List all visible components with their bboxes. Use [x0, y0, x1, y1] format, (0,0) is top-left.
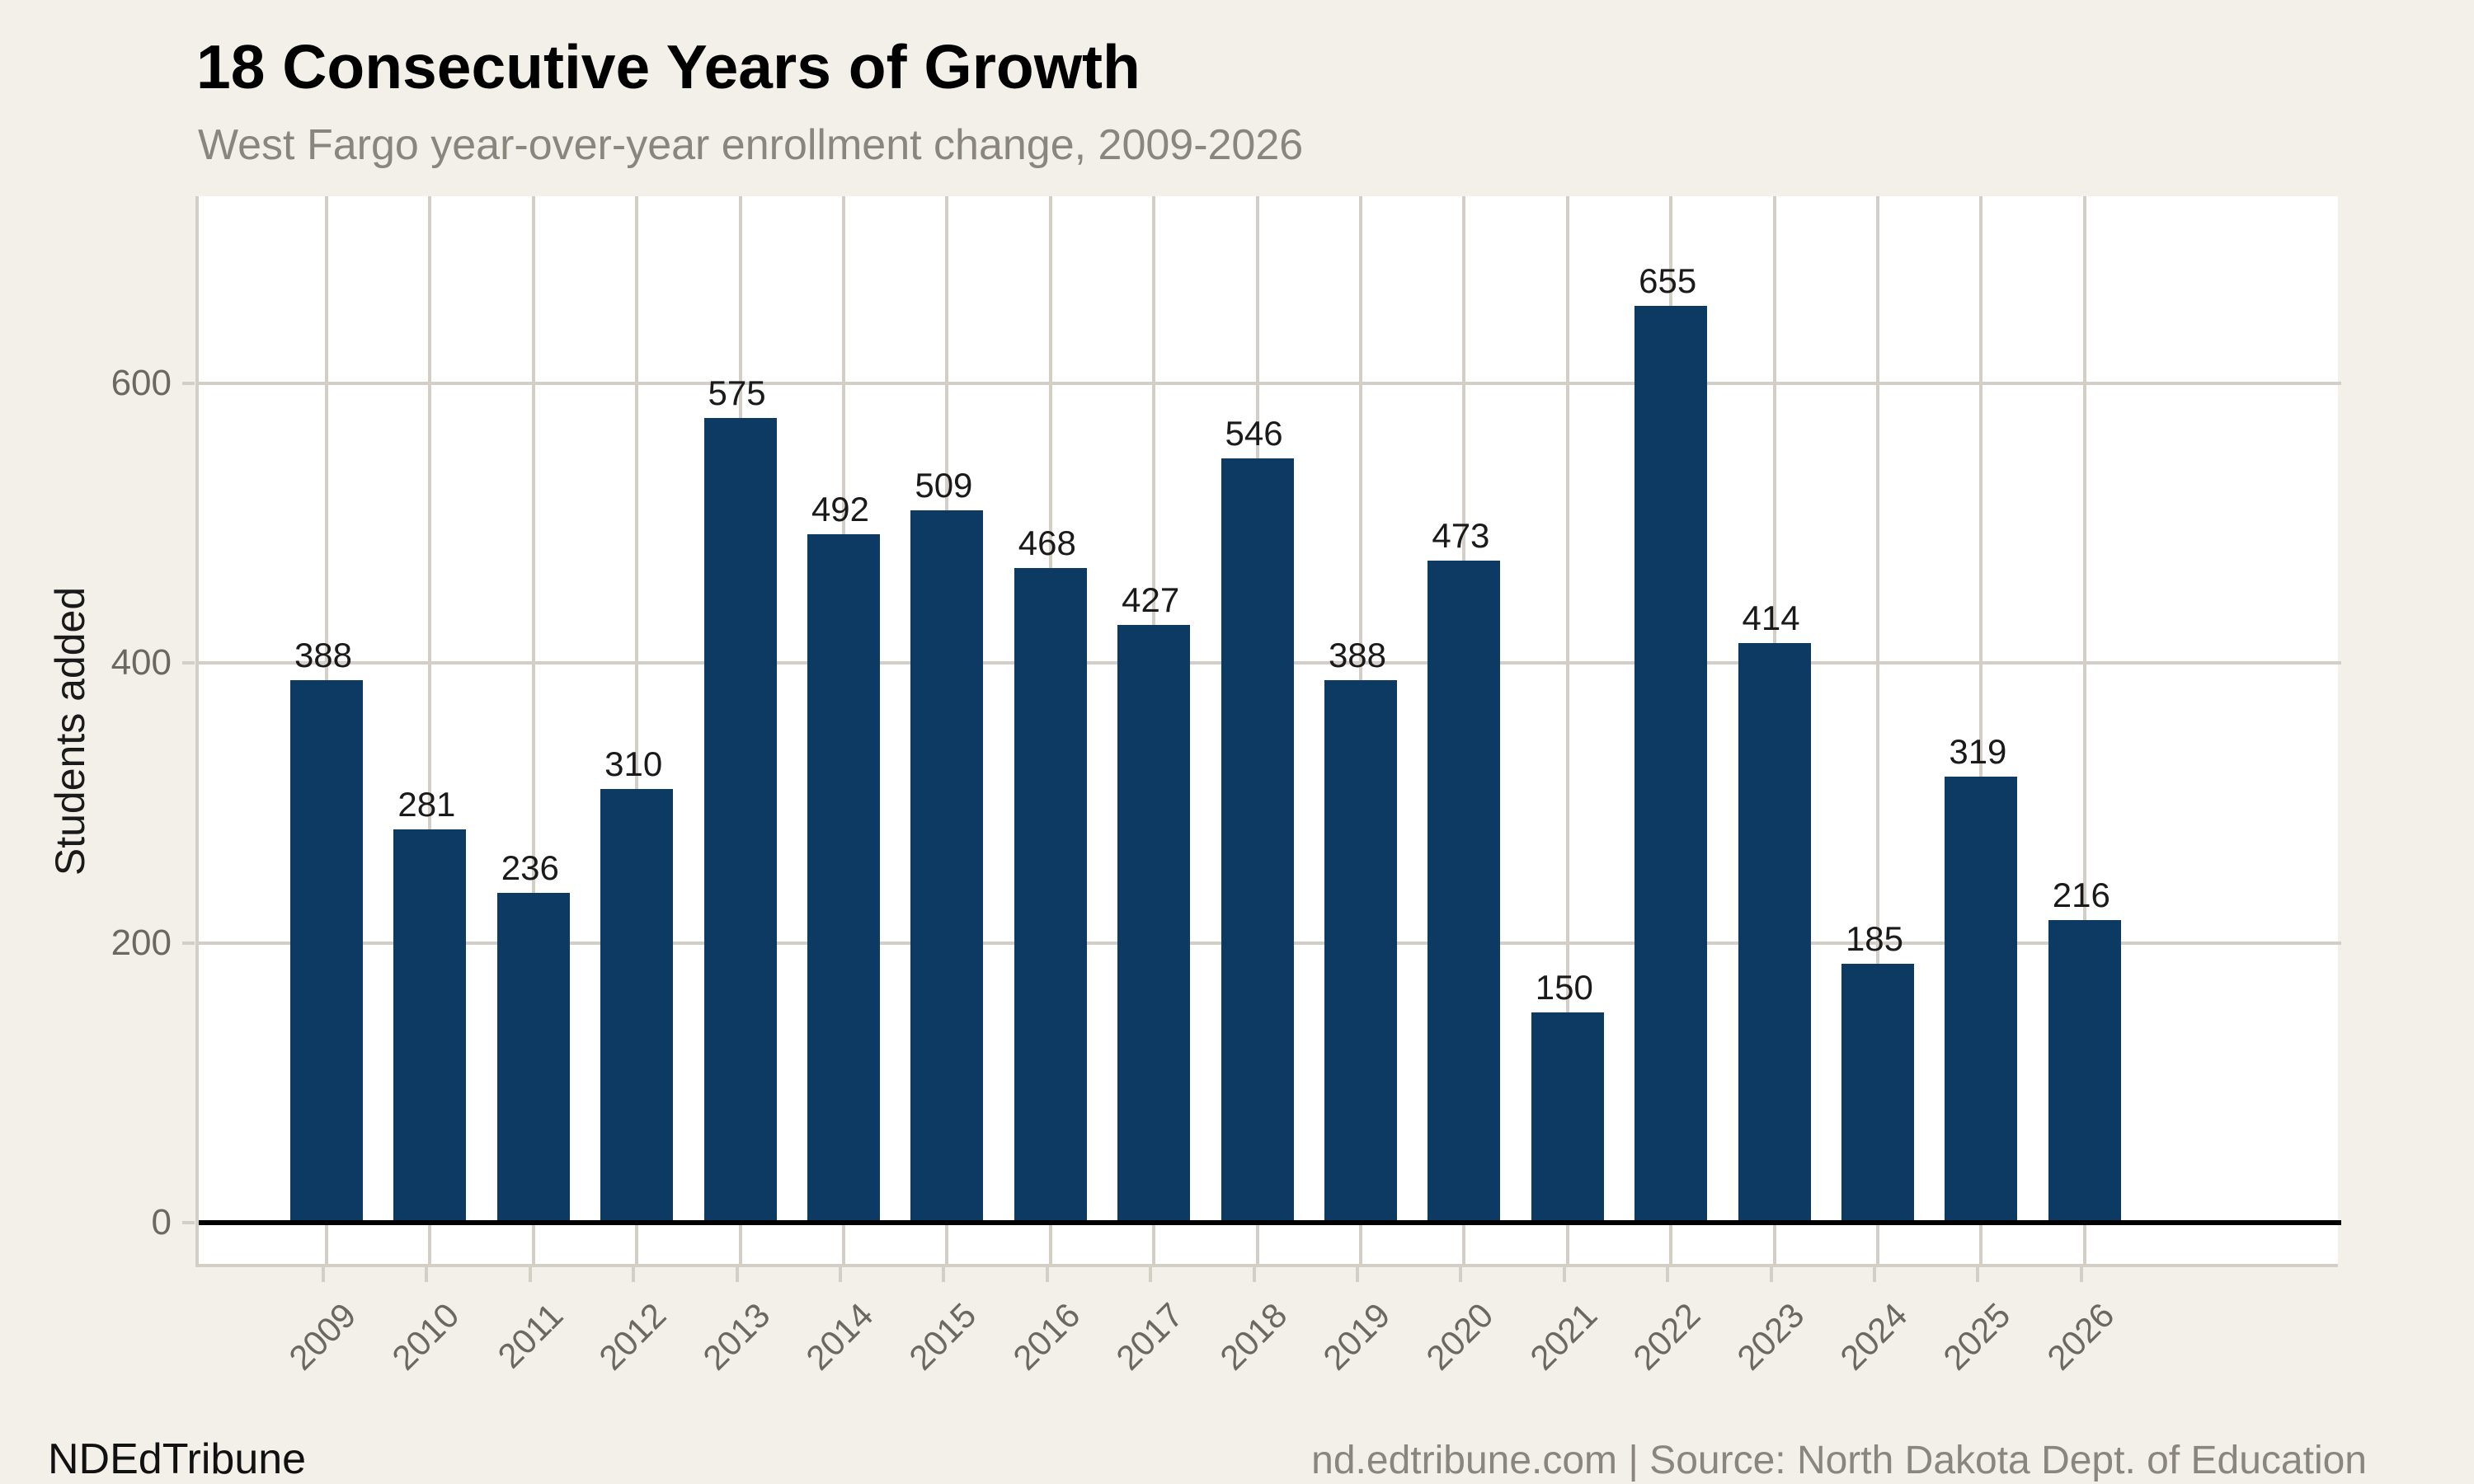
bar-2016: [1014, 567, 1087, 1223]
y-axis-tick-label: 400: [111, 642, 172, 683]
x-axis-tick: [322, 1267, 325, 1282]
y-axis-tick: [182, 381, 195, 385]
bar-2011: [496, 892, 570, 1223]
bar-2019: [1324, 679, 1397, 1223]
bar-value-label: 473: [1432, 516, 1490, 556]
bar-value-label: 388: [1328, 635, 1387, 674]
bar-2013: [703, 418, 777, 1223]
bar-2024: [1841, 964, 1914, 1223]
x-axis-tick: [1459, 1267, 1463, 1282]
bar-2026: [2048, 920, 2121, 1223]
x-axis-tick: [1356, 1267, 1359, 1282]
bar-value-label: 150: [1535, 968, 1593, 1007]
bar-value-label: 468: [1018, 523, 1076, 562]
vertical-gridline: [531, 196, 535, 1267]
bar-2010: [393, 829, 467, 1223]
x-axis-tick: [1666, 1267, 1670, 1282]
zero-baseline: [199, 1220, 2341, 1225]
y-axis-tick: [182, 941, 195, 945]
x-axis-tick: [425, 1267, 429, 1282]
x-axis-tick: [942, 1267, 946, 1282]
bar-2022: [1634, 306, 1708, 1223]
y-axis-tick: [182, 661, 195, 665]
x-axis-tick: [2079, 1267, 2083, 1282]
bar-value-label: 236: [501, 848, 559, 887]
chart-title: 18 Consecutive Years of Growth: [196, 32, 1141, 101]
bar-2012: [600, 788, 674, 1223]
horizontal-gridline: [199, 381, 2341, 385]
bar-2025: [1945, 776, 2018, 1223]
bar-value-label: 281: [397, 785, 456, 824]
bar-value-label: 185: [1845, 919, 1904, 959]
bar-value-label: 310: [604, 744, 663, 783]
brand-label: NDEdTribune: [48, 1435, 307, 1483]
bar-2009: [290, 679, 363, 1223]
y-axis-tick-label: 200: [111, 922, 172, 963]
bar-2014: [807, 534, 880, 1223]
x-axis-tick: [1562, 1267, 1566, 1282]
bar-value-label: 509: [915, 466, 973, 505]
bar-2021: [1531, 1012, 1604, 1223]
bar-value-label: 216: [2052, 876, 2110, 915]
vertical-gridline: [1979, 196, 1983, 1267]
vertical-gridline: [635, 196, 639, 1267]
x-axis-tick: [1252, 1267, 1256, 1282]
x-axis-tick: [632, 1267, 636, 1282]
vertical-gridline: [2082, 196, 2086, 1267]
x-axis-tick: [1769, 1267, 1773, 1282]
plot-panel: [195, 196, 2341, 1267]
vertical-gridline: [1876, 196, 1879, 1267]
bar-2017: [1117, 625, 1191, 1223]
chart-subtitle: West Fargo year-over-year enrollment cha…: [198, 121, 1304, 169]
bar-value-label: 575: [708, 373, 766, 413]
x-axis-tick: [839, 1267, 842, 1282]
bar-value-label: 414: [1742, 599, 1800, 638]
bar-value-label: 319: [1949, 731, 2007, 771]
source-attribution: nd.edtribune.com | Source: North Dakota …: [1311, 1439, 2367, 1482]
bar-value-label: 546: [1225, 414, 1283, 453]
x-axis-tick: [528, 1267, 532, 1282]
vertical-gridline: [428, 196, 432, 1267]
y-axis-tick: [182, 1221, 195, 1224]
bar-value-label: 427: [1122, 580, 1180, 620]
bar-2023: [1738, 643, 1811, 1223]
bar-2020: [1427, 561, 1501, 1223]
x-axis-tick: [1149, 1267, 1153, 1282]
vertical-gridline: [1565, 196, 1569, 1267]
bar-value-label: 655: [1639, 261, 1697, 301]
y-axis-title: Students added: [47, 586, 93, 876]
bar-2015: [910, 510, 984, 1223]
x-axis-tick: [1045, 1267, 1049, 1282]
bar-value-label: 492: [811, 490, 870, 529]
x-axis-tick: [1873, 1267, 1876, 1282]
x-axis-tick: [1976, 1267, 1980, 1282]
y-axis-tick-label: 600: [111, 362, 172, 403]
bar-2018: [1221, 458, 1294, 1223]
x-axis-tick: [735, 1267, 739, 1282]
y-axis-tick-label: 0: [151, 1202, 172, 1242]
bar-value-label: 388: [294, 635, 353, 674]
